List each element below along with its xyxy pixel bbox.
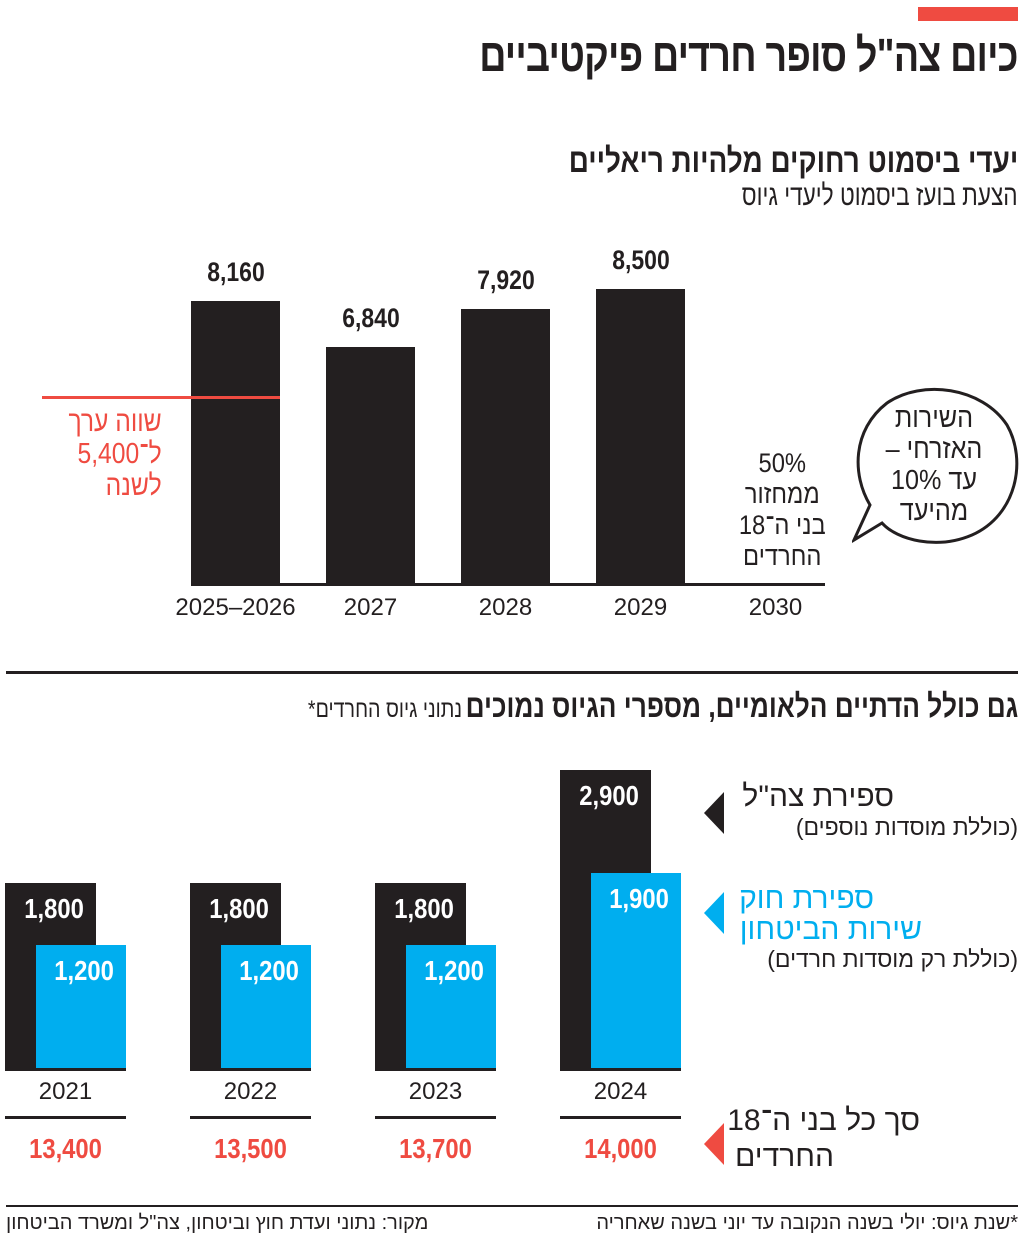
x-tick-label: 2029 bbox=[613, 594, 668, 621]
legend-law-label-1: ספירת חוק bbox=[739, 882, 874, 915]
total-value: 13,500 bbox=[214, 1133, 287, 1164]
chart1-baseline bbox=[191, 583, 825, 586]
total-value: 13,700 bbox=[399, 1133, 472, 1164]
bar-idf-value: 1,800 bbox=[24, 893, 84, 925]
total-value: 14,000 bbox=[584, 1133, 657, 1164]
legend-total-label-1: סך כל בני ה־18 bbox=[727, 1104, 920, 1137]
group-baseline bbox=[5, 1068, 126, 1071]
total-underline bbox=[190, 1116, 311, 1119]
x-tick-label: 2030 bbox=[748, 594, 803, 621]
reference-line-label: שווה ערך ל־5,400 לשנה bbox=[68, 406, 162, 502]
value-label: 8,160 bbox=[206, 256, 265, 287]
legend-law-label-2: שירות הביטחון bbox=[739, 913, 922, 946]
chart2-title: גם כולל הדתיים הלאומיים, מספרי הגיוס נמו… bbox=[465, 688, 1018, 724]
legend-law-note: (כוללת רק מוסדות חרדים) bbox=[767, 946, 1018, 972]
group-baseline bbox=[375, 1068, 496, 1071]
value-label: 8,500 bbox=[611, 245, 670, 275]
bar-idf-value: 1,800 bbox=[209, 893, 269, 925]
chart2-title-row: גם כולל הדתיים הלאומיים, מספרי הגיוס נמו… bbox=[308, 688, 1018, 725]
chart1-subtitle: הצעת בועז ביסמוט ליעדי גיוס bbox=[742, 180, 1018, 212]
legend-marker-idf bbox=[704, 792, 724, 834]
legend-idf-label: ספירת צה"ל bbox=[742, 780, 894, 813]
bar-2027 bbox=[326, 346, 415, 585]
x-tick-label: 2028 bbox=[478, 594, 533, 621]
chart2-title-note: נתוני גיוס החרדים* bbox=[307, 696, 462, 723]
footer-divider bbox=[6, 1205, 1018, 1207]
legend-total-label-2: החרדים bbox=[735, 1140, 834, 1173]
x-tick-label: 2021 bbox=[38, 1078, 93, 1105]
bar-law-value: 1,200 bbox=[239, 954, 299, 986]
speech-bubble bbox=[852, 387, 1019, 544]
bar-2028 bbox=[461, 309, 550, 585]
total-underline bbox=[560, 1116, 681, 1119]
annotation-2030: 50% ממחזור בני ה־18 החרדים bbox=[739, 448, 826, 571]
bar-idf-value: 1,800 bbox=[394, 893, 454, 925]
bar-law-value: 1,200 bbox=[54, 954, 114, 986]
accent-bar bbox=[918, 7, 1018, 21]
bar-law-2022 bbox=[221, 944, 311, 1068]
legend-marker-law bbox=[704, 892, 724, 934]
bar-idf-value: 2,900 bbox=[579, 780, 639, 811]
group-baseline bbox=[560, 1068, 681, 1071]
x-tick-label: 2024 bbox=[593, 1078, 648, 1105]
total-underline bbox=[5, 1116, 126, 1119]
bar-law-2023 bbox=[406, 944, 496, 1068]
value-label: 6,840 bbox=[341, 302, 400, 333]
bar-law-2024 bbox=[591, 872, 681, 1068]
group-baseline bbox=[190, 1068, 311, 1071]
total-value: 13,400 bbox=[29, 1133, 102, 1164]
x-tick-label: 2023 bbox=[408, 1078, 463, 1105]
x-tick-label: 2027 bbox=[343, 594, 398, 621]
bar-law-value: 1,900 bbox=[609, 882, 669, 914]
speech-bubble-text: השירות האזרחי – עד 10% מהיעד bbox=[885, 402, 983, 526]
legend-idf-note: (כוללת מוסדות נוספים) bbox=[795, 814, 1018, 840]
chart1-title: יעדי ביסמוט רחוקים מלהיות ריאליים bbox=[568, 142, 1018, 180]
x-tick-label: 2022 bbox=[223, 1078, 278, 1105]
legend-marker-total bbox=[704, 1123, 724, 1165]
value-label: 7,920 bbox=[476, 265, 535, 296]
x-tick-label: 2025–2026 bbox=[175, 594, 296, 621]
reference-line bbox=[42, 395, 280, 399]
footnote: *שנת גיוס: יולי בשנה הנקובה עד יוני בשנה… bbox=[596, 1212, 1018, 1234]
total-underline bbox=[375, 1116, 496, 1119]
bar-2025–2026 bbox=[191, 300, 280, 585]
bar-2029 bbox=[596, 289, 685, 585]
page-title: כיום צה"ל סופר חרדים פיקטיביים bbox=[479, 29, 1019, 81]
bar-law-2021 bbox=[36, 944, 126, 1068]
bar-law-value: 1,200 bbox=[424, 954, 484, 986]
section-divider bbox=[6, 671, 1018, 674]
source-note: מקור: נתוני ועדת חוץ וביטחון, צה"ל ומשרד… bbox=[6, 1212, 429, 1234]
